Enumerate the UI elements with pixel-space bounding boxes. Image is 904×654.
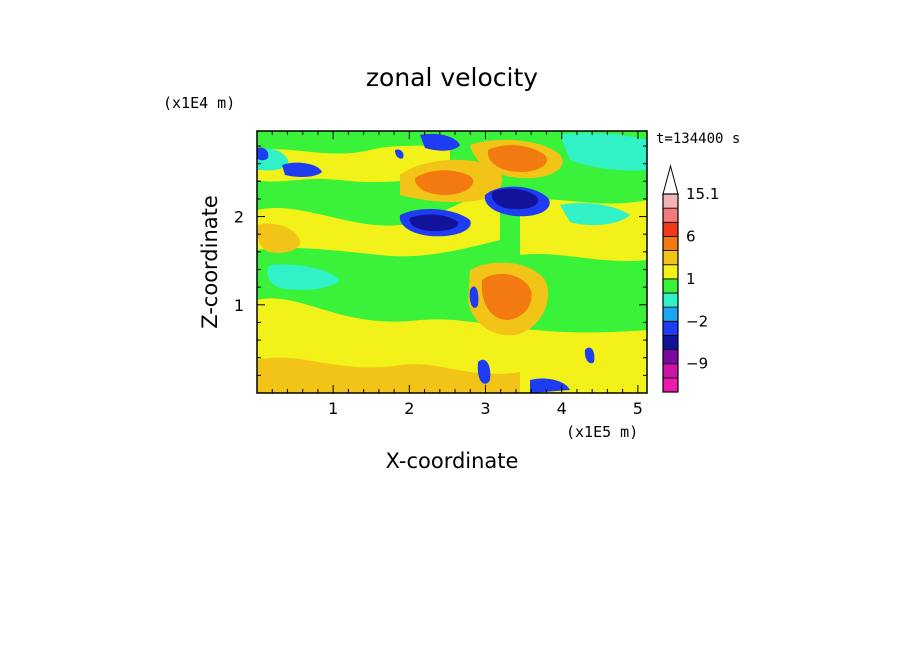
colorbar-bin — [662, 292, 679, 308]
colorbar-bin — [662, 335, 679, 350]
field-region-yellow-mid — [257, 194, 500, 257]
field-region-cyan-b — [560, 132, 647, 171]
x-tick-label: 3 — [480, 399, 490, 418]
x-tick-labels: 1 2 3 4 5 — [328, 399, 643, 418]
y-unit-label: (x1E4 m) — [163, 94, 235, 112]
field-region-blue-i — [584, 347, 595, 364]
colorbar-bin — [662, 264, 679, 280]
x-tick-label: 2 — [404, 399, 414, 418]
colorbar-bin — [662, 377, 679, 393]
field-region-blue-d — [282, 162, 322, 177]
plot-frame — [256, 130, 648, 394]
colorbar-label: 1 — [686, 270, 696, 288]
x-tick-label: 4 — [557, 399, 567, 418]
colorbar-bin — [662, 320, 679, 336]
field-region-cyan-d — [560, 203, 630, 226]
field-region-darkblue-a — [491, 188, 539, 210]
field-region-orange-light-low — [257, 357, 520, 393]
field-region-orange-light-left — [257, 223, 301, 253]
colorbar-bin — [662, 363, 679, 379]
field-region-cyan-c — [267, 264, 340, 290]
x-tick-label: 5 — [633, 399, 643, 418]
field-region-orange-c — [481, 273, 532, 320]
colorbar-bin — [662, 193, 679, 209]
field-region-blue-g — [477, 359, 491, 384]
y-tick-labels: 12 — [234, 208, 244, 315]
field-region-darkblue-b — [409, 214, 459, 232]
chart-title: zonal velocity — [366, 63, 538, 92]
y-tick-label: 2 — [234, 208, 244, 227]
time-label: t=134400 s — [656, 131, 740, 147]
colorbar-frame — [662, 193, 679, 393]
heatmap-field — [257, 131, 647, 393]
colorbar-bin — [662, 236, 679, 251]
colorbar-bin — [662, 221, 679, 237]
colorbar-label: −9 — [686, 355, 708, 373]
colorbar-label: 6 — [686, 227, 696, 245]
field-region-blue-h — [530, 378, 570, 393]
x-unit-label: (x1E5 m) — [566, 423, 638, 441]
colorbar-bin — [662, 306, 679, 322]
field-region-blue-j — [395, 149, 404, 159]
colorbar-bin — [662, 349, 679, 365]
colorbar-label: 15.1 — [686, 185, 719, 203]
axis-ticks — [257, 131, 647, 393]
field-region-blue-f — [469, 286, 479, 308]
x-axis-label: X-coordinate — [386, 449, 519, 473]
field-region-blue-e — [257, 147, 269, 161]
y-tick-label: 1 — [234, 296, 244, 315]
colorbar-bin — [662, 207, 679, 223]
field-region-orange-b — [487, 145, 548, 172]
y-axis-label: Z-coordinate — [198, 195, 222, 329]
colorbar-bin — [662, 250, 679, 266]
colorbar-bin — [662, 278, 679, 294]
field-region-orange-a — [414, 170, 474, 195]
colorbar-label: −2 — [686, 312, 708, 330]
field-region-blue-c — [420, 133, 460, 151]
x-tick-label: 1 — [328, 399, 338, 418]
colorbar-overflow-arrow — [662, 164, 679, 195]
colorbar: 15.1 6 1 −2 −9 — [662, 164, 719, 393]
